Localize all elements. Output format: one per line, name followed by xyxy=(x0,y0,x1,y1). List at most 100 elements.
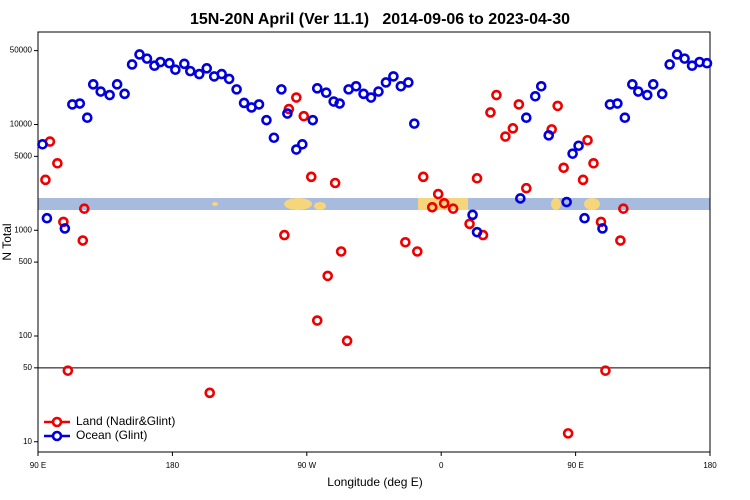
point xyxy=(432,188,444,200)
point xyxy=(388,71,399,82)
point xyxy=(664,59,675,70)
point xyxy=(627,79,638,90)
point xyxy=(223,73,235,85)
point xyxy=(37,139,48,150)
point xyxy=(515,193,526,204)
y-tick-label: 500 xyxy=(19,257,33,266)
x-tick-label: 90 E xyxy=(30,461,46,470)
point xyxy=(582,134,593,146)
x-tick-label: 180 xyxy=(703,461,717,470)
point xyxy=(341,335,353,347)
y-tick-label: 10000 xyxy=(10,120,33,129)
land-blob xyxy=(551,198,561,210)
point xyxy=(447,203,459,214)
point xyxy=(403,77,414,88)
y-tick-label: 5000 xyxy=(14,151,32,160)
point xyxy=(350,80,362,92)
legend-label: Land (Nadir&Glint) xyxy=(76,414,175,428)
x-tick-label: 0 xyxy=(439,461,444,470)
point xyxy=(579,212,590,224)
point xyxy=(74,98,86,109)
point xyxy=(311,83,323,94)
point xyxy=(298,110,310,122)
point xyxy=(291,144,302,155)
legend-marker xyxy=(51,430,63,442)
y-tick-label: 100 xyxy=(19,331,33,340)
point xyxy=(380,77,392,88)
land-blob xyxy=(314,202,326,210)
point xyxy=(261,114,272,126)
point xyxy=(573,140,584,152)
point xyxy=(619,112,631,124)
point xyxy=(52,157,63,169)
point xyxy=(155,56,166,68)
point xyxy=(373,86,384,97)
point xyxy=(282,108,293,119)
x-tick-label: 90 E xyxy=(567,461,583,470)
x-tick-label: 90 W xyxy=(297,461,316,470)
land-blob xyxy=(284,198,312,210)
point xyxy=(471,173,483,184)
point xyxy=(577,174,589,186)
point xyxy=(701,57,713,69)
point xyxy=(279,229,290,241)
y-axis-label: N Total xyxy=(0,223,14,260)
point xyxy=(253,99,265,110)
y-tick-label: 50 xyxy=(23,363,32,372)
point xyxy=(647,79,659,90)
point xyxy=(633,86,644,97)
point xyxy=(320,87,332,98)
point xyxy=(618,203,629,214)
legend-marker xyxy=(51,416,63,428)
point xyxy=(238,97,250,109)
point xyxy=(81,112,93,124)
point xyxy=(126,59,138,70)
point xyxy=(41,212,53,224)
point xyxy=(521,112,532,124)
point xyxy=(328,96,339,107)
point xyxy=(322,270,334,282)
point xyxy=(671,49,683,60)
y-tick-label: 10 xyxy=(23,437,32,446)
point xyxy=(216,68,227,80)
point xyxy=(164,57,175,69)
land-blob xyxy=(584,198,600,210)
point xyxy=(417,171,429,183)
point xyxy=(561,196,572,208)
point xyxy=(62,365,74,376)
point xyxy=(400,236,411,248)
point xyxy=(276,84,287,95)
point xyxy=(426,201,438,213)
point xyxy=(119,88,130,100)
y-tick-label: 50000 xyxy=(10,46,33,55)
point xyxy=(141,53,153,64)
point xyxy=(412,246,423,257)
point xyxy=(40,174,51,186)
point xyxy=(471,226,483,238)
point xyxy=(305,171,317,183)
point xyxy=(464,218,475,230)
point xyxy=(365,92,377,103)
point xyxy=(600,365,611,376)
point xyxy=(95,86,107,97)
point xyxy=(558,162,569,174)
point xyxy=(111,79,123,90)
point xyxy=(134,49,145,60)
point xyxy=(656,88,668,100)
point xyxy=(491,89,502,101)
point xyxy=(201,63,213,74)
point xyxy=(204,387,216,399)
point xyxy=(329,177,341,189)
point xyxy=(170,64,181,76)
point xyxy=(59,223,71,234)
plot-frame xyxy=(37,31,711,453)
point xyxy=(77,235,89,246)
point xyxy=(543,130,555,141)
point xyxy=(485,107,496,118)
point xyxy=(513,99,525,110)
point xyxy=(467,209,478,221)
point xyxy=(562,428,574,439)
point xyxy=(291,92,302,103)
point xyxy=(588,157,599,169)
